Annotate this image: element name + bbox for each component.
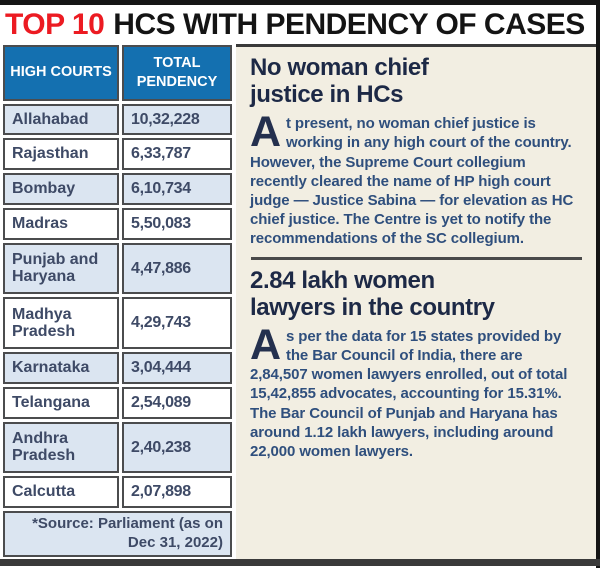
court-name: Andhra Pradesh — [3, 421, 119, 474]
court-name: Telangana — [3, 386, 119, 419]
page-title: TOP 10 HCS WITH PENDENCY OF CASES — [0, 5, 596, 44]
pendency-value: 2,54,089 — [122, 386, 232, 419]
pendency-value: 4,47,886 — [122, 242, 232, 295]
article-text: s per the data for 15 states provided by… — [250, 327, 568, 460]
article-heading: 2.84 lakh women lawyers in the country — [250, 267, 583, 321]
heading-line: No woman chief — [250, 54, 429, 81]
bottom-rule — [0, 559, 600, 566]
article-heading: No woman chief justice in HCs — [250, 54, 583, 108]
top-rule — [0, 0, 600, 5]
pendency-value: 6,33,787 — [122, 138, 232, 171]
table-header-row: HIGH COURTS TOTAL PENDENCY — [3, 45, 232, 101]
court-name: Rajasthan — [3, 138, 119, 171]
table-row: Calcutta 2,07,898 — [3, 476, 232, 508]
table-row: Madras 5,50,083 — [3, 207, 232, 240]
title-rest: HCS WITH PENDENCY OF CASES — [113, 7, 585, 41]
pendency-table: HIGH COURTS TOTAL PENDENCY Allahabad 10,… — [0, 44, 232, 559]
drop-cap: A — [250, 108, 281, 157]
heading-line: justice in HCs — [250, 81, 404, 109]
table-row: Punjab and Haryana 4,47,886 — [3, 242, 232, 295]
right-rule — [596, 0, 600, 568]
pendency-value: 6,10,734 — [122, 173, 232, 205]
table-row: Madhya Pradesh 4,29,743 — [3, 297, 232, 350]
pendency-value: 10,32,228 — [122, 103, 232, 136]
drop-cap: A — [250, 320, 281, 369]
header-total-pendency: TOTAL PENDENCY — [122, 45, 232, 101]
article-women-lawyers: 2.84 lakh women lawyers in the country A… — [250, 267, 583, 462]
pendency-value: 3,04,444 — [122, 352, 232, 384]
court-name: Madras — [3, 207, 119, 240]
table-row: Bombay 6,10,734 — [3, 173, 232, 205]
court-name: Calcutta — [3, 476, 119, 508]
table-row: Rajasthan 6,33,787 — [3, 138, 232, 171]
court-name: Bombay — [3, 173, 119, 205]
pendency-value: 4,29,743 — [122, 297, 232, 350]
court-name: Madhya Pradesh — [3, 297, 119, 350]
table-row: Telangana 2,54,089 — [3, 386, 232, 419]
title-highlight: TOP 10 — [5, 7, 105, 41]
source-note: *Source: Parliament (as on Dec 31, 2022) — [3, 511, 232, 557]
article-text: t present, no woman chief justice is wor… — [250, 115, 574, 248]
court-name: Karnataka — [3, 352, 119, 384]
header-high-courts: HIGH COURTS — [3, 45, 119, 101]
court-name: Allahabad — [3, 103, 119, 136]
heading-line: lawyers in the country — [250, 293, 495, 321]
table-row: Karnataka 3,04,444 — [3, 352, 232, 384]
table-row: Andhra Pradesh 2,40,238 — [3, 421, 232, 474]
heading-line: 2.84 lakh women — [250, 266, 435, 294]
pendency-value: 5,50,083 — [122, 207, 232, 240]
court-name: Punjab and Haryana — [3, 242, 119, 295]
content-area: HIGH COURTS TOTAL PENDENCY Allahabad 10,… — [0, 44, 596, 559]
pendency-value: 2,07,898 — [122, 476, 232, 508]
pendency-value: 2,40,238 — [122, 421, 232, 474]
table-row: Allahabad 10,32,228 — [3, 103, 232, 136]
table-source-note-row: *Source: Parliament (as on Dec 31, 2022) — [3, 511, 232, 557]
section-divider — [251, 256, 582, 260]
